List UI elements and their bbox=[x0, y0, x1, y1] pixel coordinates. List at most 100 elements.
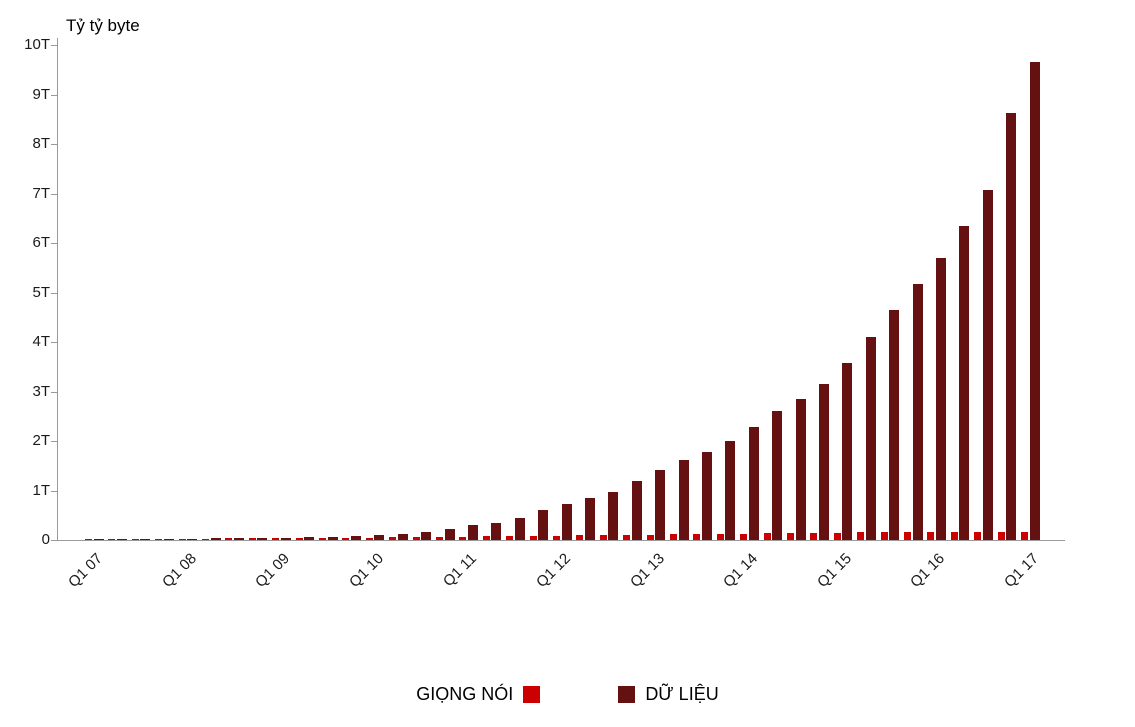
voice-bar bbox=[482, 536, 490, 540]
voice-bar bbox=[178, 538, 186, 540]
y-tick-label: 5T bbox=[32, 283, 50, 301]
data-bar bbox=[233, 538, 244, 540]
data-bar bbox=[444, 529, 455, 540]
voice-bar bbox=[272, 538, 280, 540]
voice-bar bbox=[248, 538, 256, 540]
y-tick-label: 8T bbox=[32, 135, 50, 152]
voice-bar bbox=[927, 531, 935, 540]
y-tick-label: 0 bbox=[41, 531, 50, 548]
y-tick-mark bbox=[51, 490, 57, 492]
data-bar bbox=[163, 538, 174, 540]
voice-bar bbox=[319, 537, 326, 540]
voice-bar bbox=[693, 534, 701, 540]
y-tick-mark bbox=[51, 391, 57, 393]
data-bar bbox=[140, 539, 151, 540]
voice-bar bbox=[716, 533, 724, 540]
y-tick-label: 10T bbox=[24, 36, 50, 53]
voice-bar bbox=[131, 538, 139, 540]
voice-bar bbox=[412, 537, 420, 540]
y-tick-mark bbox=[51, 243, 57, 244]
voice-bar bbox=[623, 534, 631, 540]
legend-swatch-voice bbox=[523, 686, 541, 703]
voice-bar bbox=[997, 531, 1005, 540]
y-tick-mark bbox=[51, 144, 57, 145]
data-bar bbox=[842, 362, 853, 540]
data-bar bbox=[889, 309, 900, 540]
y-axis-line bbox=[57, 38, 58, 541]
data-bar bbox=[350, 536, 361, 540]
voice-bar bbox=[436, 536, 443, 540]
y-tick-label: 2T bbox=[32, 432, 50, 449]
voice-bar bbox=[389, 537, 397, 540]
data-bar bbox=[655, 469, 666, 540]
y-tick-mark bbox=[51, 441, 57, 442]
y-tick-label: 6T bbox=[32, 234, 50, 251]
data-bar bbox=[491, 522, 502, 540]
y-tick-label: 4T bbox=[32, 333, 50, 350]
y-tick-mark bbox=[51, 342, 57, 343]
voice-bar bbox=[155, 538, 163, 540]
data-bar bbox=[116, 539, 127, 540]
voice-bar bbox=[576, 535, 584, 540]
x-axis-line bbox=[57, 540, 1065, 541]
data-bar bbox=[467, 525, 478, 540]
data-bar bbox=[514, 517, 525, 540]
data-bar bbox=[327, 536, 338, 540]
voice-bar bbox=[529, 535, 537, 540]
data-bar bbox=[865, 337, 876, 540]
y-tick-label: 1T bbox=[32, 481, 50, 499]
data-bar bbox=[818, 384, 829, 540]
y-tick-mark bbox=[51, 45, 57, 46]
data-bar bbox=[772, 411, 783, 540]
voice-bar bbox=[342, 537, 350, 540]
voice-bar bbox=[599, 535, 607, 540]
data-bar bbox=[280, 537, 291, 540]
voice-bar bbox=[646, 534, 654, 540]
y-tick-label: 9T bbox=[32, 85, 50, 103]
y-tick-mark bbox=[51, 292, 57, 294]
voice-bar bbox=[85, 539, 92, 540]
voice-bar bbox=[857, 532, 865, 540]
voice-bar bbox=[904, 532, 911, 540]
voice-bar bbox=[787, 533, 794, 540]
data-bar bbox=[397, 533, 408, 540]
data-bar bbox=[187, 538, 198, 540]
voice-bar bbox=[810, 532, 818, 540]
legend-swatch-data bbox=[618, 686, 636, 703]
voice-bar bbox=[295, 538, 303, 540]
voice-bar bbox=[202, 538, 209, 540]
voice-bar bbox=[1021, 531, 1028, 540]
data-bar bbox=[748, 427, 759, 540]
data-bar bbox=[421, 531, 432, 540]
data-bar bbox=[631, 480, 642, 540]
legend-label-data: DỮ LIỆU bbox=[645, 684, 719, 704]
data-bar bbox=[1006, 112, 1017, 540]
data-bar bbox=[93, 539, 104, 540]
data-bar bbox=[1029, 62, 1040, 540]
voice-bar bbox=[763, 533, 771, 540]
legend-item-voice: GIỌNG NÓI bbox=[416, 684, 541, 705]
data-bar bbox=[795, 398, 806, 540]
y-tick-mark bbox=[51, 540, 57, 541]
legend-item-data: DỮ LIỆU bbox=[618, 684, 719, 705]
voice-bar bbox=[108, 539, 116, 540]
data-bar bbox=[210, 538, 221, 540]
data-bar bbox=[584, 497, 595, 540]
voice-bar bbox=[506, 536, 514, 540]
data-bar bbox=[374, 535, 385, 540]
voice-bar bbox=[670, 534, 677, 540]
y-tick-label: 3T bbox=[32, 382, 50, 400]
voice-bar bbox=[225, 538, 233, 540]
voice-bar bbox=[365, 537, 373, 540]
data-bar bbox=[959, 225, 970, 540]
y-tick-mark bbox=[51, 94, 57, 96]
y-tick-label: 7T bbox=[32, 184, 50, 202]
legend: GIỌNG NÓI DỮ LIỆU bbox=[0, 684, 1135, 705]
data-bar bbox=[912, 283, 923, 540]
data-bar bbox=[701, 451, 712, 540]
data-bar bbox=[935, 257, 946, 540]
data-bar bbox=[678, 459, 689, 540]
voice-bar bbox=[553, 535, 560, 540]
data-bar bbox=[608, 491, 619, 540]
